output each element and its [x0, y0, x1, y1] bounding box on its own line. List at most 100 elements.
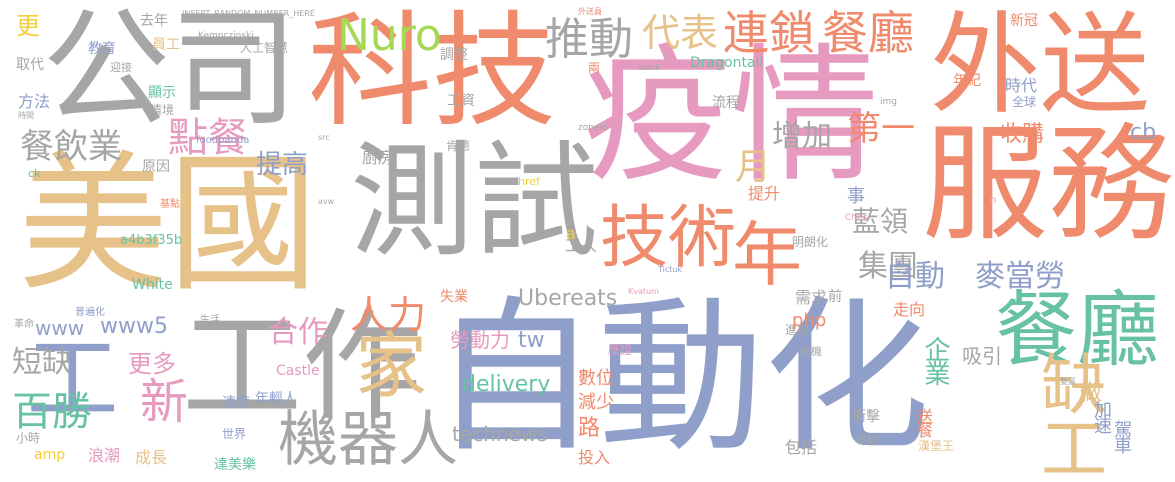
word-dragontail: Dragontail	[690, 55, 764, 71]
word-puhua: 普遍化	[75, 307, 105, 318]
word-tuidong: 推動	[545, 14, 633, 65]
word-canyinye: 餐飲業	[20, 127, 122, 167]
word-yue: 月	[735, 147, 772, 188]
word-chufang: 廚房	[362, 148, 395, 167]
word-ck: ck	[28, 167, 41, 180]
word-qudai: 取代	[16, 57, 44, 73]
word-www5: www5	[100, 314, 168, 339]
word-php: php	[792, 310, 827, 331]
word-gengduo: 更多	[128, 350, 176, 378]
word-kemp: Kempczinski	[198, 31, 254, 41]
word-shijie: 世界	[222, 427, 247, 441]
word-jia: 家	[355, 324, 428, 408]
word-jiaoyu: 教育	[88, 41, 116, 57]
word-amp: amp	[34, 447, 66, 463]
word-src: src	[318, 133, 330, 142]
word-xianshi: 顯示	[148, 85, 176, 101]
word-ceshi: 測試	[350, 130, 599, 274]
word-geming: 革命	[14, 319, 34, 330]
word-tw: tw	[518, 328, 545, 353]
word-nuro: Nuro	[337, 10, 442, 61]
word-avw: avw	[318, 197, 335, 206]
word-wai: 應證	[608, 343, 633, 357]
word-xin: 新	[140, 374, 189, 430]
word-jiasu: 加速	[1091, 400, 1112, 432]
word-meiguo: 美國	[18, 138, 319, 312]
word-waisong: 外送	[930, 1, 1150, 129]
word-minglang: 明朗化	[792, 235, 829, 249]
word-gongren: 工人	[565, 236, 598, 255]
word-blank: blank	[638, 63, 660, 72]
word-zoneid: zoneid	[578, 123, 608, 133]
word-maidanglao: 麥當勞	[975, 259, 1065, 294]
word-qian: 前	[828, 289, 842, 305]
word-gongzuo: 工作	[182, 298, 422, 437]
word-qunian: 去年	[140, 13, 168, 29]
word-xuqiu: 需求	[795, 288, 828, 307]
word-hanbaowang: 漢堡王	[918, 439, 955, 453]
word-shuwei: 數位	[578, 368, 614, 389]
word-geng: 更	[16, 12, 40, 40]
word-kende: 肯德	[446, 139, 471, 153]
word-shidai: 時代	[1005, 76, 1038, 95]
word-qingjing: 情境	[150, 103, 175, 117]
word-songcan: 送餐	[914, 408, 933, 436]
word-diancan: 點餐	[168, 115, 248, 161]
word-liang: 兩	[588, 61, 601, 75]
word-keji: 科技	[308, 0, 557, 144]
word-a4b3f35b: a4b3f35b	[120, 233, 183, 248]
word-jinzhan: 進展	[785, 323, 810, 337]
word-chengzhang: 成長	[135, 448, 168, 467]
word-yingjin: 迎接	[110, 61, 132, 74]
word-tai: n	[990, 195, 997, 206]
word-gongsi: 公司	[42, 0, 299, 144]
word-zidonghua: 自動化	[432, 282, 930, 475]
word-shougou: 收購	[1000, 122, 1045, 147]
word-canting2: 餐廳	[822, 6, 914, 60]
word-insertrand: INSERT_RANDOM_NUMBER_HERE	[182, 9, 315, 18]
word-jiache: 駕車	[1111, 420, 1132, 452]
word-shi: 事	[847, 186, 865, 207]
word-zuo: 做	[1080, 381, 1103, 406]
word-shijian: 時間	[18, 111, 34, 120]
word-qiye: 企業	[920, 336, 950, 384]
word-tiaozheng: 調整	[440, 47, 468, 63]
word-canting: 餐廳	[995, 283, 1160, 378]
word-yuangong: 員工	[152, 37, 180, 53]
word-zidong: 自動	[885, 259, 945, 294]
word-technews: technews	[452, 422, 548, 446]
word-foodpanda: foodpanda	[196, 135, 250, 146]
word-duanque: 短缺	[12, 345, 72, 380]
word-delivery: delivery	[462, 372, 551, 397]
word-ubereats: Ubereats	[518, 286, 618, 311]
word-tictuk: Tictuk	[658, 265, 683, 274]
word-quanqiu: 全球	[1012, 95, 1037, 109]
word-zouxiang: 走向	[893, 300, 926, 319]
word-laodongli: 勞動力	[450, 328, 510, 352]
word-tigao: 提高	[256, 150, 309, 180]
word-a: a	[566, 224, 576, 243]
word-chris: Chris	[845, 213, 868, 223]
word-cb: cb	[1130, 120, 1157, 145]
word-shiye: 失業	[440, 289, 468, 305]
word-nian: 年	[732, 214, 802, 296]
word-canji: 餐機	[800, 345, 822, 358]
word-gongzi: 工資	[447, 93, 475, 109]
word-xiaoshi: 小時	[16, 431, 41, 445]
word-baokuo: 包括	[785, 438, 818, 457]
word-kvatum: Kvatum	[628, 287, 659, 296]
word-nianqingren: 年輕人	[255, 391, 297, 407]
word-tisheng: 提升	[748, 184, 781, 203]
word-jituan: 集團	[858, 249, 918, 284]
word-shenghuo: 生活	[200, 315, 220, 326]
word-jiqiren: 機器人	[278, 405, 458, 475]
word-www: www	[35, 316, 85, 340]
word-yuanyin: 原因	[142, 159, 170, 175]
word-jishu: 技術	[600, 199, 737, 278]
word-sudu: 速度	[222, 395, 250, 411]
word-nianji: 年紀	[953, 73, 981, 89]
word-daozhi: 導致	[855, 433, 880, 447]
word-xinguan: 新冠	[1010, 13, 1038, 29]
word-href: href	[518, 175, 540, 188]
